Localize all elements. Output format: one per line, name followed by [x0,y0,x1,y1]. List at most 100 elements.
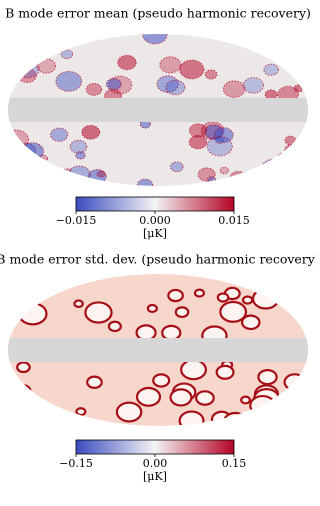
map-feature [271,398,286,411]
colorbar-tick-label: 0.015 [218,214,250,227]
map-feature [193,288,205,298]
map-feature [222,411,248,426]
map-feature [169,161,184,173]
map-feature [55,70,83,92]
colorbar [75,439,235,455]
map-feature [188,123,208,138]
map-feature [240,395,251,405]
map-feature [285,414,297,424]
map-feature [197,167,216,182]
map-feature [215,364,235,380]
map-feature [17,302,48,326]
map-feature [11,279,35,298]
map-feature [293,84,304,93]
map-feature [206,176,217,184]
map-feature [14,384,32,398]
colorbar-tick-label: 0.15 [222,457,247,470]
colorbar-tick-label: −0.15 [59,457,93,470]
map-feature [10,165,23,176]
map-feature [161,324,182,341]
map-feature [284,143,301,157]
map-feature [167,288,184,303]
map [8,34,308,186]
map-feature [222,80,246,98]
map-feature [75,407,87,417]
map-feature [107,320,122,333]
map-feature [16,59,40,79]
map-feature [136,178,154,186]
map-feature [283,373,307,392]
map-feature [257,368,278,386]
map-feature [219,300,248,323]
colorbar-tick-label: 0.000 [139,214,171,227]
galactic-mask [8,98,308,122]
map-feature [8,419,21,426]
map-feature [142,34,168,45]
map-feature [96,170,106,178]
map-feature [284,135,297,146]
map-feature [117,54,137,71]
map-feature [179,59,205,80]
map-feature [241,295,254,305]
map-feature [219,166,230,175]
map-feature [165,79,186,96]
map-feature [277,152,289,162]
galactic-mask [8,338,308,362]
chart-title: B mode error mean (pseudo harmonic recov… [5,6,311,21]
map-feature [260,158,287,179]
map-feature [16,361,31,374]
colorbar-tick-label: −0.015 [56,214,97,227]
map-feature [69,139,88,154]
map [8,274,308,426]
map-feature [135,324,157,342]
map-feature [84,301,113,324]
map-feature [81,124,101,140]
map-feature [242,77,264,94]
map-feature [115,401,143,423]
map-feature [73,299,84,309]
map-feature [261,168,275,179]
map-feature [251,171,275,186]
colorbar [75,196,235,212]
map-feature [229,170,248,185]
chart-title: B mode error std. dev. (pseudo harmonic … [0,252,316,267]
colorbar-label: [μK] [143,470,167,483]
map-feature [50,127,69,142]
map-feature [36,58,57,74]
map-feature [8,67,19,76]
map-feature [60,49,74,60]
colorbar-label: [μK] [143,227,167,240]
map-feature [8,290,33,311]
map-feature [146,303,158,314]
map-feature [8,389,25,413]
map-feature [8,129,29,150]
map-feature [8,40,33,61]
map-feature [261,34,287,50]
map-feature [159,56,182,74]
colorbar-tick-label: 0.00 [143,457,168,470]
map-feature [259,413,276,426]
map-feature [40,279,52,289]
map-feature [195,390,215,406]
map-feature [85,82,103,96]
map-feature [251,177,269,186]
map-feature [58,274,79,287]
map-feature [8,168,18,180]
map-feature [67,165,91,184]
map-feature [37,43,47,51]
map-feature [75,151,86,160]
map-feature [188,134,208,150]
map-feature [264,89,278,100]
map-feature [26,180,40,186]
map-feature [241,314,261,331]
map-feature [169,388,193,407]
map-feature [105,78,122,91]
map-feature [86,375,103,389]
map-feature [152,373,171,388]
map-feature [263,63,279,76]
map-feature [249,394,277,417]
map-feature [180,359,207,381]
map-feature [216,292,230,303]
map-feature [178,410,205,426]
map-feature [206,136,233,157]
